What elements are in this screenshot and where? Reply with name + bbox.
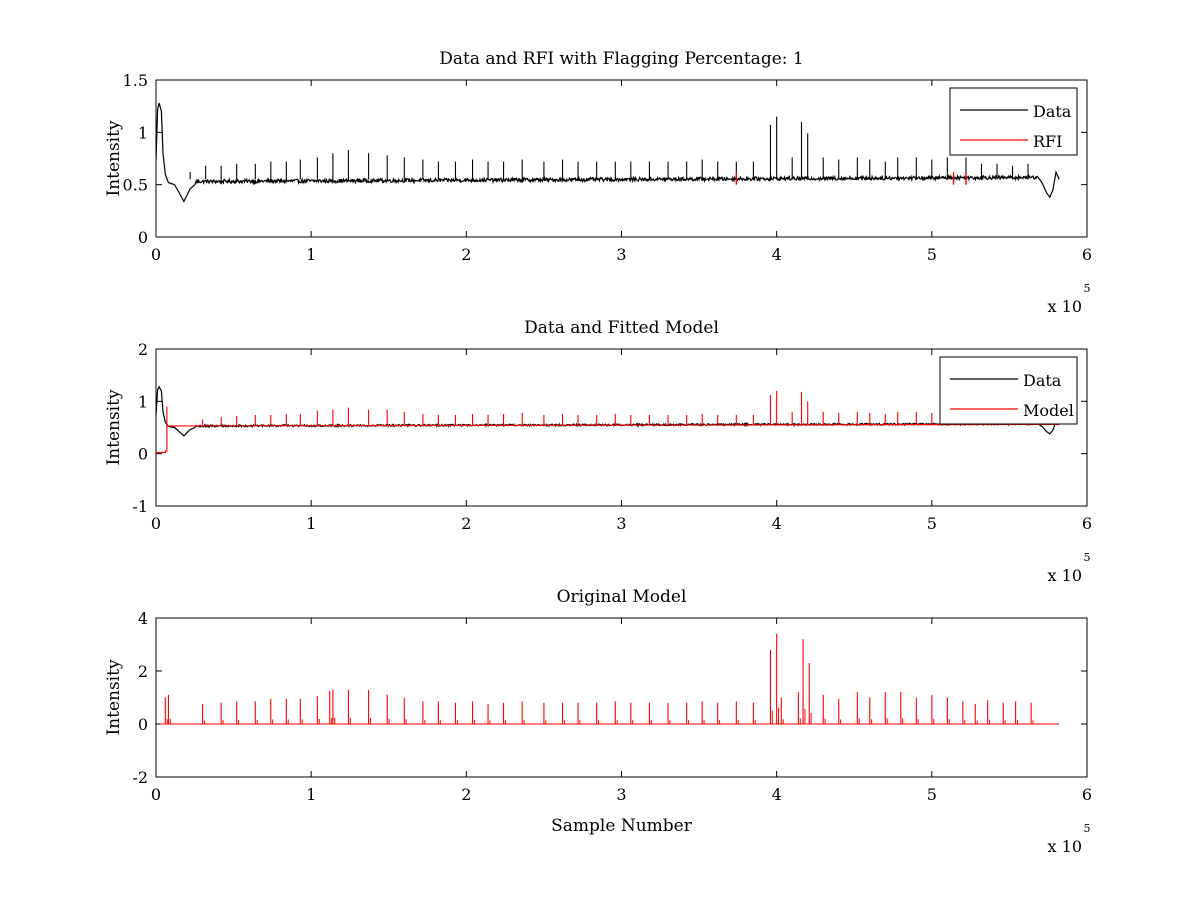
- x-tick-label: 0: [151, 245, 161, 264]
- x-tick-label: 3: [616, 245, 626, 264]
- y-tick-label: 4: [138, 609, 148, 628]
- x-tick-label: 1: [306, 785, 316, 804]
- legend: Data Model: [939, 356, 1078, 425]
- y-tick-label: 0: [138, 445, 148, 464]
- plot-area: [156, 385, 1060, 454]
- y-tick-label: 1.5: [123, 71, 148, 90]
- axes-box: [155, 348, 1088, 507]
- legend-label: Model: [1023, 401, 1074, 420]
- y-tick-label: 0.5: [123, 176, 148, 195]
- x-tick-label: 1: [306, 245, 316, 264]
- y-tick-label: 2: [138, 340, 148, 359]
- y-tick-label: 0: [138, 715, 148, 734]
- x-tick-label: 6: [1082, 514, 1092, 533]
- y-axis-label: Intensity: [104, 659, 124, 735]
- subplot-title: Original Model: [557, 587, 687, 607]
- x-axis-label: Sample Number: [551, 816, 693, 836]
- y-tick-label: 2: [138, 662, 148, 681]
- x-multiplier-exponent: 5: [1084, 551, 1091, 564]
- y-axis-label: Intensity: [104, 120, 124, 196]
- subplot-1: 0 1 2 3 4 5 6 0 0.5 1 1.5 Data and RFI with Flaggin…: [104, 49, 1092, 316]
- y-tick-label: 1: [138, 123, 148, 142]
- subplot-title: Data and RFI with Flagging Percentage: 1: [439, 49, 803, 69]
- x-multiplier-label: x 10: [1048, 566, 1082, 585]
- x-tick-label: 1: [306, 514, 316, 533]
- series-data-line: [156, 102, 1060, 203]
- x-tick-label: 5: [927, 785, 937, 804]
- x-tick-label: 3: [616, 785, 626, 804]
- x-multiplier-label: x 10: [1048, 837, 1082, 856]
- legend-label: Data: [1033, 102, 1072, 121]
- x-multiplier-label: x 10: [1048, 297, 1082, 316]
- x-tick-label: 2: [461, 785, 471, 804]
- x-tick-label: 2: [461, 514, 471, 533]
- x-tick-label: 2: [461, 245, 471, 264]
- subplot-title: Data and Fitted Model: [524, 318, 719, 338]
- x-tick-label: 4: [772, 785, 782, 804]
- x-multiplier-exponent: 5: [1084, 282, 1091, 295]
- y-tick-label: 1: [138, 392, 148, 411]
- x-tick-label: 6: [1082, 245, 1092, 264]
- x-tick-label: 5: [927, 514, 937, 533]
- y-tick-label: -1: [132, 497, 148, 516]
- x-tick-label: 5: [927, 245, 937, 264]
- x-tick-label: 4: [772, 245, 782, 264]
- x-tick-label: 6: [1082, 785, 1092, 804]
- x-tick-label: 0: [151, 514, 161, 533]
- legend-label: Data: [1023, 371, 1062, 390]
- x-tick-label: 0: [151, 785, 161, 804]
- x-tick-label: 4: [772, 514, 782, 533]
- x-tick-label: 3: [616, 514, 626, 533]
- series-model-line: [156, 423, 1060, 454]
- legend: Data RFI: [949, 87, 1078, 156]
- legend-label: RFI: [1033, 132, 1062, 151]
- y-tick-label: -2: [132, 768, 148, 787]
- plot-area: [160, 633, 1060, 725]
- y-tick-label: 0: [138, 228, 148, 247]
- legend-box: [949, 87, 1078, 156]
- y-axis-label: Intensity: [104, 389, 124, 465]
- plot-area: [156, 102, 1060, 203]
- x-multiplier-exponent: 5: [1084, 822, 1091, 835]
- axes-box: [155, 79, 1088, 238]
- legend-box: [939, 356, 1078, 425]
